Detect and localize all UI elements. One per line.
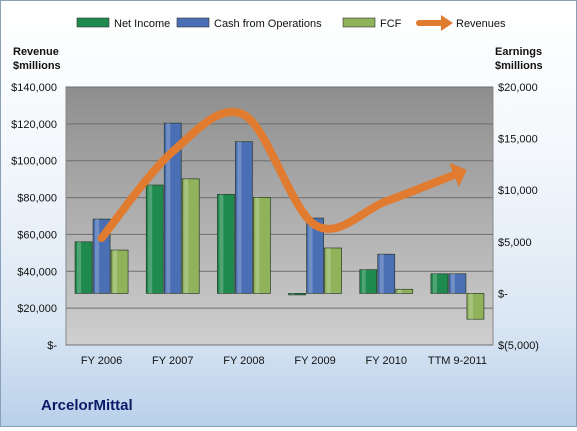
bar-highlight xyxy=(469,293,473,319)
bar-highlight xyxy=(451,274,455,294)
bar-highlight xyxy=(77,242,81,294)
right-tick-label: $20,000 xyxy=(498,82,538,94)
legend-arrow-head xyxy=(441,15,453,31)
legend-label-revenues: Revenues xyxy=(456,18,506,30)
legend-swatch-cash-from-operations xyxy=(177,18,209,27)
right-tick-label: $(5,000) xyxy=(498,340,539,352)
bar-highlight xyxy=(291,293,295,295)
left-tick-label: $40,000 xyxy=(17,266,57,278)
left-tick-label: $140,000 xyxy=(11,82,57,94)
right-tick-label: $15,000 xyxy=(498,134,538,146)
bar-highlight xyxy=(362,270,366,294)
left-tick-label: $20,000 xyxy=(17,303,57,315)
plot-area xyxy=(66,87,493,345)
category-label: FY 2007 xyxy=(152,355,193,367)
bar-highlight xyxy=(255,197,259,293)
left-tick-label: $100,000 xyxy=(11,156,57,168)
bar-highlight xyxy=(327,248,331,293)
legend: Net Income Cash from Operations FCF Revenue… xyxy=(77,15,506,31)
category-label: TTM 9-2011 xyxy=(428,355,487,367)
category-label: FY 2006 xyxy=(81,355,122,367)
left-axis-title: Revenue$millions xyxy=(13,46,61,72)
category-label: FY 2009 xyxy=(294,355,335,367)
legend-swatch-net-income xyxy=(77,18,109,27)
axis-titles: Revenue$millions Earnings$millions xyxy=(13,46,543,72)
legend-label-net-income: Net Income xyxy=(114,18,170,30)
bar-highlight xyxy=(184,179,188,294)
category-label: FY 2010 xyxy=(366,355,407,367)
left-tick-label: $60,000 xyxy=(17,229,57,241)
right-tick-label: $- xyxy=(498,288,508,300)
bar-highlight xyxy=(398,289,402,293)
legend-label-fcf: FCF xyxy=(380,18,402,30)
left-axis-ticks: $- $20,000 $40,000 $60,000 $80,000 $100,000 $1… xyxy=(11,82,57,352)
right-axis-ticks: $(5,000) $- $5,000 $10,000 $15,000 $20,000 xyxy=(498,82,539,352)
left-tick-label: $120,000 xyxy=(11,119,57,131)
bar-highlight xyxy=(219,194,223,293)
bar-highlight xyxy=(148,185,152,293)
bar-highlight xyxy=(309,218,313,293)
left-tick-label: $80,000 xyxy=(17,193,57,205)
legend-label-cash-from-operations: Cash from Operations xyxy=(214,18,322,30)
right-axis-title: Earnings$millions xyxy=(495,46,543,72)
category-labels: FY 2006 FY 2007 FY 2008 FY 2009 FY 2010 TTM 9… xyxy=(81,355,487,367)
right-tick-label: $5,000 xyxy=(498,237,532,249)
company-name: ArcelorMittal xyxy=(41,397,133,414)
legend-swatch-fcf xyxy=(343,18,375,27)
bar-highlight xyxy=(380,254,384,293)
bar-highlight xyxy=(95,219,99,293)
left-tick-label: $- xyxy=(47,340,57,352)
right-tick-label: $10,000 xyxy=(498,185,538,197)
bar-highlight xyxy=(166,123,170,293)
bar-highlight xyxy=(237,142,241,294)
bar-highlight xyxy=(113,250,117,293)
bar-highlight xyxy=(433,274,437,294)
category-label: FY 2008 xyxy=(223,355,264,367)
